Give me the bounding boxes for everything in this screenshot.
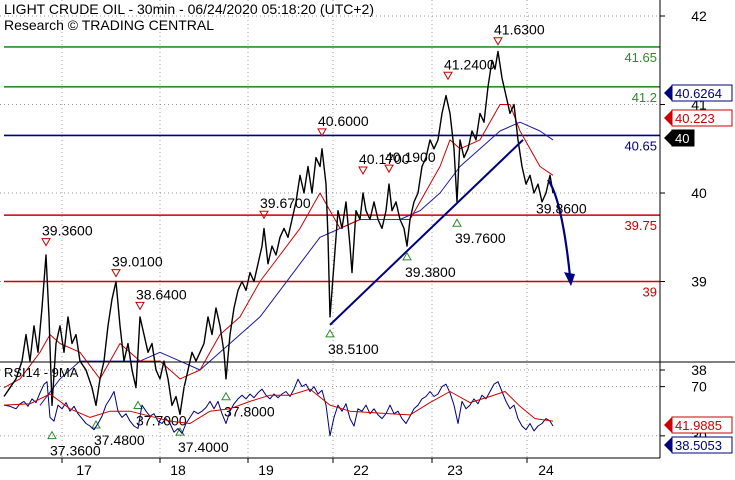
price-tag-ma_fast-label: 40.223 [675,111,715,126]
forecast-arrowhead [564,272,575,287]
value-tags: 40.6264 40.223 40 41.9885 38.5053 [664,84,733,454]
rsi-tag-pivot-label: 38.5053 [675,438,722,453]
level-label-41.65: 41.65 [624,50,657,65]
x-tick-label-17: 17 [76,462,92,478]
high-marker [317,128,327,137]
price-tick-label-38: 38 [691,362,707,378]
rsi-tag-ma_fast-pointer [664,417,672,433]
rsi-panel-title: RSI14 - 9MA [4,365,79,380]
forecast-arrow [547,179,572,277]
low-marker [133,400,143,410]
price-tag-pivot-box [671,84,733,102]
annotation-40.6000: 40.6000 [318,113,369,129]
series-ma_fast [3,104,554,389]
annotation-39.6700: 39.6700 [260,195,311,211]
annotation-39.3800: 39.3800 [405,264,456,280]
annotation-37.7000: 37.7000 [136,413,187,429]
annotation-37.4000: 37.4000 [178,439,229,455]
price-tag-pivot-pointer [664,85,672,101]
level-label-40.65: 40.65 [624,138,657,153]
annotation-40.1700: 40.1700 [359,151,410,167]
price-tag-pivot-label: 40.6264 [675,86,722,101]
annotation-37.8000: 37.8000 [224,404,275,420]
price-level-lines: 41.65 41.2 40.65 39.75 39 [4,46,660,300]
series-rsi [3,378,554,437]
annotation-39.3600: 39.3600 [42,223,93,239]
low-marker [175,427,185,436]
series-rsi_ma [3,388,554,424]
chart-credit: Research © TRADING CENTRAL [4,17,214,33]
high-marker [259,210,269,220]
annotation-41.2400: 41.2400 [444,56,495,72]
rsi-tag-ma_fast-label: 41.9885 [675,418,722,433]
low-marker [452,218,462,227]
high-marker [443,71,453,81]
series-price [3,50,554,415]
price-tick-label-42: 42 [691,8,707,24]
price-grid [0,0,660,458]
low-marker [47,430,57,440]
annotation-39.8600: 39.8600 [536,200,587,216]
x-tick-label-22: 22 [353,462,369,478]
level-label-39.75: 39.75 [624,218,657,233]
x-tick-label-18: 18 [170,462,186,478]
high-marker [111,269,121,278]
low-marker [325,328,335,338]
price-tag-price-label: 40 [675,131,689,146]
annotation-37.3600: 37.3600 [50,443,101,459]
high-marker [493,37,503,46]
trendline [329,139,524,326]
low-marker [402,251,412,261]
high-marker [135,301,145,311]
low-marker [221,391,231,401]
x-tick-label-19: 19 [258,462,274,478]
x-tick-label-24: 24 [538,462,554,478]
high-marker [384,164,394,174]
price-tag-price-pointer [664,130,672,146]
high-marker [358,166,368,175]
annotation-38.5100: 38.5100 [328,341,379,357]
level-label-41.2: 41.2 [632,90,657,105]
annotation-39.7600: 39.7600 [455,230,506,246]
price-tag-price-box [671,129,695,147]
price-tick-label-39: 39 [691,274,707,290]
annotation-38.6400: 38.6400 [136,286,187,302]
low-marker [91,420,101,429]
annotation-40.1900: 40.1900 [385,149,436,165]
x-tick-label-23: 23 [447,462,463,478]
high-marker [41,238,51,247]
rsi-series-group [3,378,554,437]
annotation-39.0100: 39.0100 [112,254,163,270]
price-tag-ma_fast-box [671,109,733,127]
series-ma_slow [39,121,554,406]
annotation-41.6300: 41.6300 [494,22,545,38]
price-tick-label-40: 40 [691,185,707,201]
price-tag-ma_fast-pointer [664,110,672,126]
rsi-tag-ma_fast-box [671,416,733,434]
rsi-tick-label-70: 70 [691,379,707,395]
rsi-tag-pivot-box [671,436,733,454]
annotation-37.4800: 37.4800 [94,432,145,448]
price-series-group [3,50,554,415]
level-label-39: 39 [643,285,657,300]
chart-title: LIGHT CRUDE OIL - 30min - 06/24/2020 05:… [4,1,374,17]
rsi-tag-pivot-pointer [664,437,672,453]
